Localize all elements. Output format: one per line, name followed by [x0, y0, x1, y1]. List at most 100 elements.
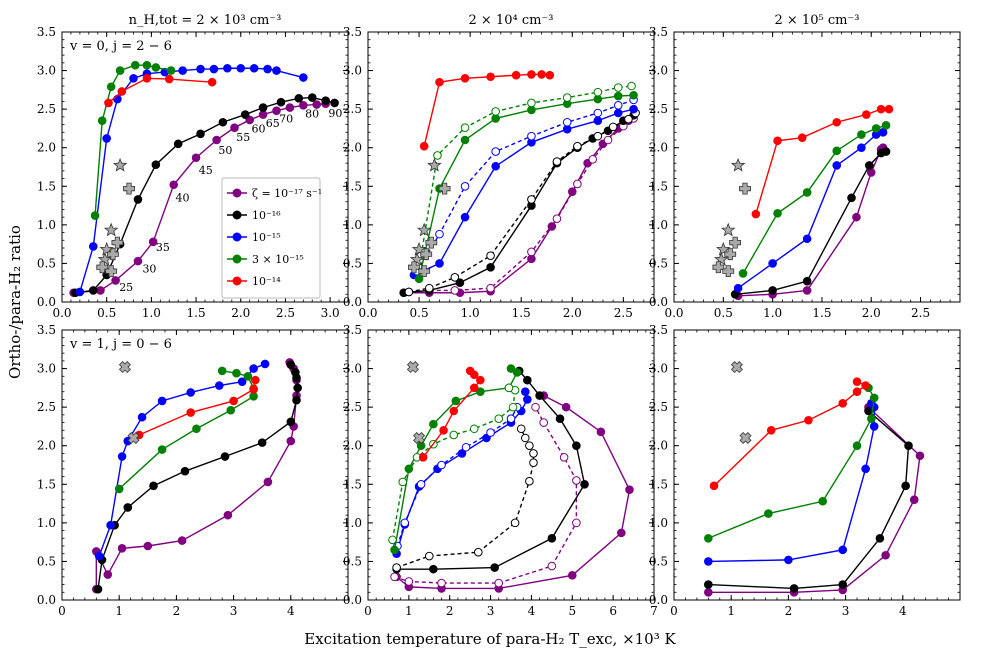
- series-point: [629, 104, 638, 114]
- series-point: [450, 286, 460, 295]
- series-point: [838, 545, 848, 555]
- series-point: [510, 518, 520, 528]
- series-point: [572, 441, 581, 451]
- series-point: [398, 477, 408, 487]
- series-point: [521, 387, 530, 397]
- series-point: [263, 477, 273, 487]
- series-line: [713, 381, 868, 487]
- panel-frame-bottom-right: [673, 329, 961, 601]
- series-point: [486, 262, 495, 272]
- series-point: [166, 66, 176, 75]
- series-point: [768, 259, 777, 268]
- series-point: [613, 91, 623, 101]
- series-point: [96, 286, 105, 295]
- star-marker: [409, 251, 425, 266]
- series-point: [525, 441, 534, 451]
- series-point: [832, 117, 842, 127]
- series-point: [709, 481, 719, 491]
- plus-marker: [420, 248, 433, 261]
- series-point: [804, 415, 813, 425]
- series-point: [802, 276, 812, 286]
- y-tick-label: 1.5: [343, 477, 362, 491]
- series-point: [173, 139, 183, 149]
- series-line: [396, 428, 535, 569]
- series-point: [768, 286, 777, 295]
- series-point: [608, 122, 618, 132]
- x-tick-label: 2.0: [231, 306, 250, 320]
- series-point: [832, 146, 842, 156]
- series-point: [90, 211, 100, 220]
- series-point: [527, 70, 536, 79]
- panel-bottom-middle: 0 1 2 3 4 5 6 7 0.0 0.5 1.0 1.5 2.0 2.5 3.0 3.5: [343, 323, 658, 618]
- plus-marker: [724, 248, 737, 261]
- star-marker: [730, 157, 746, 172]
- series-point: [617, 528, 626, 538]
- x-tick-label: 4: [287, 604, 295, 618]
- y-tick-label: 3.0: [343, 362, 362, 376]
- point-label: 45: [199, 164, 213, 177]
- series-point: [419, 141, 429, 151]
- star-marker: [416, 222, 432, 237]
- series-point: [784, 555, 793, 565]
- legend-marker-3: [232, 254, 242, 264]
- series-point: [286, 360, 296, 370]
- series-point: [299, 73, 308, 82]
- series-point: [521, 433, 530, 443]
- series-point: [106, 82, 116, 92]
- series-point: [704, 557, 713, 566]
- series-point: [535, 391, 544, 400]
- series-point: [103, 570, 113, 579]
- y-tick-label: 2.0: [37, 141, 56, 155]
- series-point: [511, 70, 521, 80]
- series-point: [429, 419, 438, 429]
- series-point: [469, 383, 479, 393]
- x-tick-label: 1: [115, 604, 123, 618]
- plot-area-bottom-middle: [388, 361, 634, 593]
- series-point: [237, 377, 247, 386]
- series-point: [114, 484, 124, 494]
- series-point: [388, 535, 397, 545]
- series-point: [460, 181, 470, 191]
- series-point: [404, 577, 414, 586]
- legend-label-0: ζ = 10⁻¹⁷ s⁻¹: [252, 187, 322, 200]
- series-point: [878, 127, 888, 137]
- series-line: [73, 103, 326, 294]
- series-point: [258, 103, 268, 112]
- x-tick-label: 3: [230, 604, 238, 618]
- series-point: [547, 533, 557, 543]
- x-tick-label: 1: [727, 604, 735, 618]
- cross-marker: [118, 361, 131, 374]
- series-point: [404, 287, 414, 297]
- series-point: [624, 114, 633, 124]
- x-tick-label: 6: [609, 604, 617, 618]
- series-point: [867, 414, 876, 424]
- series-point: [416, 479, 426, 489]
- panels-layer: 0.0 0.5 1.0 1.5 2.0 2.5 3.00.00.51.01.52.02.53…: [37, 13, 961, 618]
- y-tick-label: 0.0: [37, 295, 56, 309]
- series-point: [593, 131, 603, 141]
- series-point: [506, 364, 516, 373]
- y-tick-label: 0.5: [649, 256, 668, 270]
- series-point: [207, 77, 217, 87]
- x-tick-label: 2.5: [911, 306, 930, 320]
- point-label: 40: [176, 192, 190, 205]
- series-point: [218, 117, 228, 127]
- series-point: [113, 94, 122, 104]
- series-point: [866, 168, 876, 177]
- series-point: [766, 425, 776, 435]
- legend-entry-2: 10⁻¹⁵: [227, 231, 281, 244]
- star-marker: [411, 241, 427, 256]
- series-point: [75, 287, 85, 297]
- series-point: [142, 73, 152, 83]
- point-label: 30: [142, 263, 156, 276]
- y-tick-label: 2.0: [649, 141, 668, 155]
- y-tick-label: 3.0: [37, 64, 56, 78]
- series-point: [312, 100, 322, 109]
- series-point: [435, 77, 444, 87]
- series-point: [629, 90, 638, 100]
- series-point: [117, 452, 127, 461]
- panel-title-top-right: 2 × 10⁵ cm⁻³: [775, 13, 860, 28]
- y-tick-label: 0.5: [343, 256, 362, 270]
- series-point: [263, 64, 272, 74]
- series-line: [391, 387, 516, 540]
